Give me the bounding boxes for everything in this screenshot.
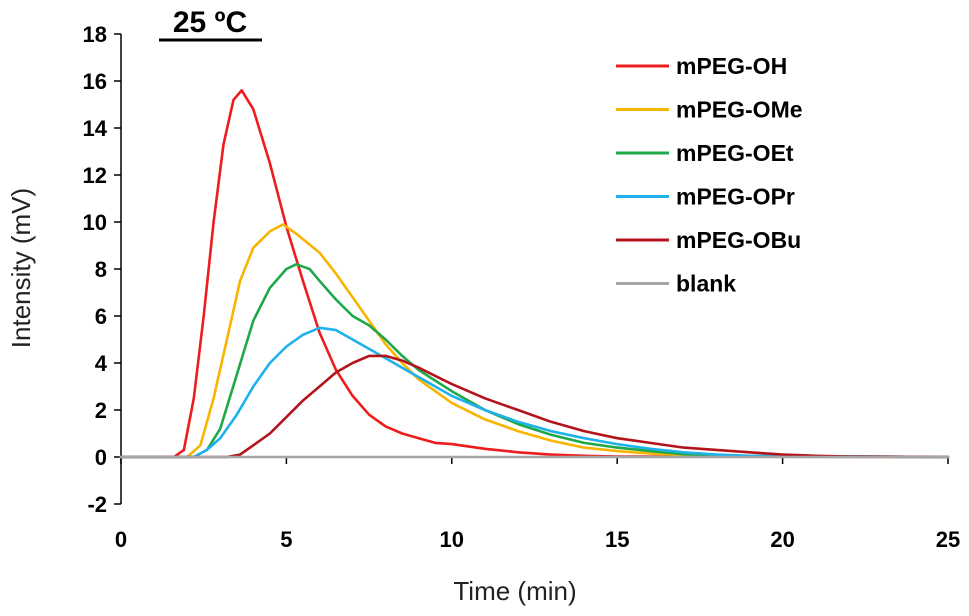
y-tick-label: 12 <box>83 163 107 188</box>
legend-label-mpeg-oh: mPEG-OH <box>676 53 787 79</box>
y-tick-label: 6 <box>95 304 107 329</box>
y-tick-label: 0 <box>95 445 107 470</box>
series-line-mpeg-oet <box>119 263 950 459</box>
x-axis-title: Time (min) <box>453 576 576 606</box>
legend-label-mpeg-obu: mPEG-OBu <box>676 227 801 253</box>
axes: -2 0 2 4 6 8 10 12 14 16 18 0 5 10 15 20 25 <box>83 22 961 552</box>
legend-label-mpeg-ome: mPEG-OMe <box>676 97 803 123</box>
y-tick-label: 4 <box>95 351 108 376</box>
series-line-mpeg-obu <box>119 354 950 459</box>
y-tick-label: 14 <box>83 116 108 141</box>
y-tick-label: 8 <box>95 257 107 282</box>
y-tick-label: -2 <box>87 492 107 517</box>
legend-label-blank: blank <box>676 271 736 297</box>
legend-label-mpeg-opr: mPEG-OPr <box>676 184 795 210</box>
x-tick-label: 25 <box>936 527 960 552</box>
x-tick-label: 0 <box>115 527 127 552</box>
legend-label-mpeg-oet: mPEG-OEt <box>676 140 794 166</box>
x-tick-label: 5 <box>280 527 292 552</box>
series-line-mpeg-oh <box>119 89 950 459</box>
x-tick-label: 10 <box>440 527 464 552</box>
y-tick-label: 16 <box>83 69 107 94</box>
legend: mPEG-OH mPEG-OMe mPEG-OEt mPEG-OPr mPEG-OBu b… <box>616 53 803 297</box>
x-tick-label: 15 <box>605 527 629 552</box>
y-tick-label: 18 <box>83 22 107 47</box>
y-tick-label: 2 <box>95 398 107 423</box>
y-axis-title: Intensity (mV) <box>6 188 36 348</box>
x-tick-label: 20 <box>770 527 794 552</box>
series-lines <box>119 89 950 459</box>
series-line-mpeg-opr <box>119 326 950 459</box>
chart-title: 25 ºC <box>173 6 247 39</box>
series-line-mpeg-ome <box>119 223 950 459</box>
y-tick-label: 10 <box>83 210 107 235</box>
